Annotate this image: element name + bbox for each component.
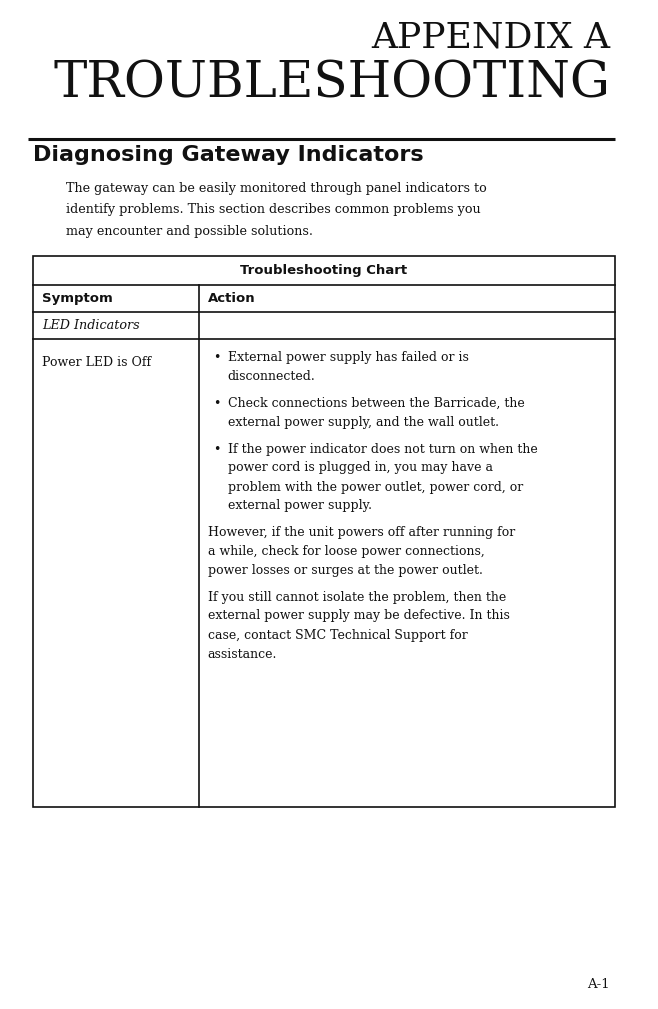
Text: •: • (213, 397, 220, 410)
Text: external power supply may be defective. In this: external power supply may be defective. … (208, 609, 510, 623)
Text: A-1: A-1 (588, 978, 610, 991)
Text: The gateway can be easily monitored through panel indicators to: The gateway can be easily monitored thro… (66, 182, 487, 195)
Text: If the power indicator does not turn on when the: If the power indicator does not turn on … (228, 443, 538, 455)
Text: disconnected.: disconnected. (228, 370, 316, 383)
Text: external power supply.: external power supply. (228, 499, 372, 513)
Text: a while, check for loose power connections,: a while, check for loose power connectio… (208, 545, 485, 558)
Text: power cord is plugged in, you may have a: power cord is plugged in, you may have a (228, 461, 493, 474)
Text: power losses or surges at the power outlet.: power losses or surges at the power outl… (208, 564, 483, 577)
Text: Action: Action (208, 292, 255, 305)
Text: If you still cannot isolate the problem, then the: If you still cannot isolate the problem,… (208, 590, 506, 603)
Text: assistance.: assistance. (208, 648, 277, 661)
Text: external power supply, and the wall outlet.: external power supply, and the wall outl… (228, 416, 499, 429)
Text: LED Indicators: LED Indicators (42, 319, 139, 332)
Text: problem with the power outlet, power cord, or: problem with the power outlet, power cor… (228, 480, 523, 493)
Text: Troubleshooting Chart: Troubleshooting Chart (240, 263, 407, 276)
Text: However, if the unit powers off after running for: However, if the unit powers off after ru… (208, 526, 515, 539)
Text: Power LED is Off: Power LED is Off (42, 356, 151, 369)
Text: APPENDIX A: APPENDIX A (371, 20, 610, 54)
Text: Symptom: Symptom (42, 292, 113, 305)
Text: Check connections between the Barricade, the: Check connections between the Barricade,… (228, 397, 524, 410)
Text: identify problems. This section describes common problems you: identify problems. This section describe… (66, 204, 480, 217)
Text: TROUBLESHOOTING: TROUBLESHOOTING (53, 59, 610, 108)
Text: may encounter and possible solutions.: may encounter and possible solutions. (66, 225, 313, 238)
Text: Diagnosing Gateway Indicators: Diagnosing Gateway Indicators (33, 145, 424, 165)
Text: case, contact SMC Technical Support for: case, contact SMC Technical Support for (208, 629, 468, 642)
Text: •: • (213, 443, 220, 455)
Text: External power supply has failed or is: External power supply has failed or is (228, 351, 468, 364)
Bar (33, 256, 615, 807)
Text: •: • (213, 351, 220, 364)
